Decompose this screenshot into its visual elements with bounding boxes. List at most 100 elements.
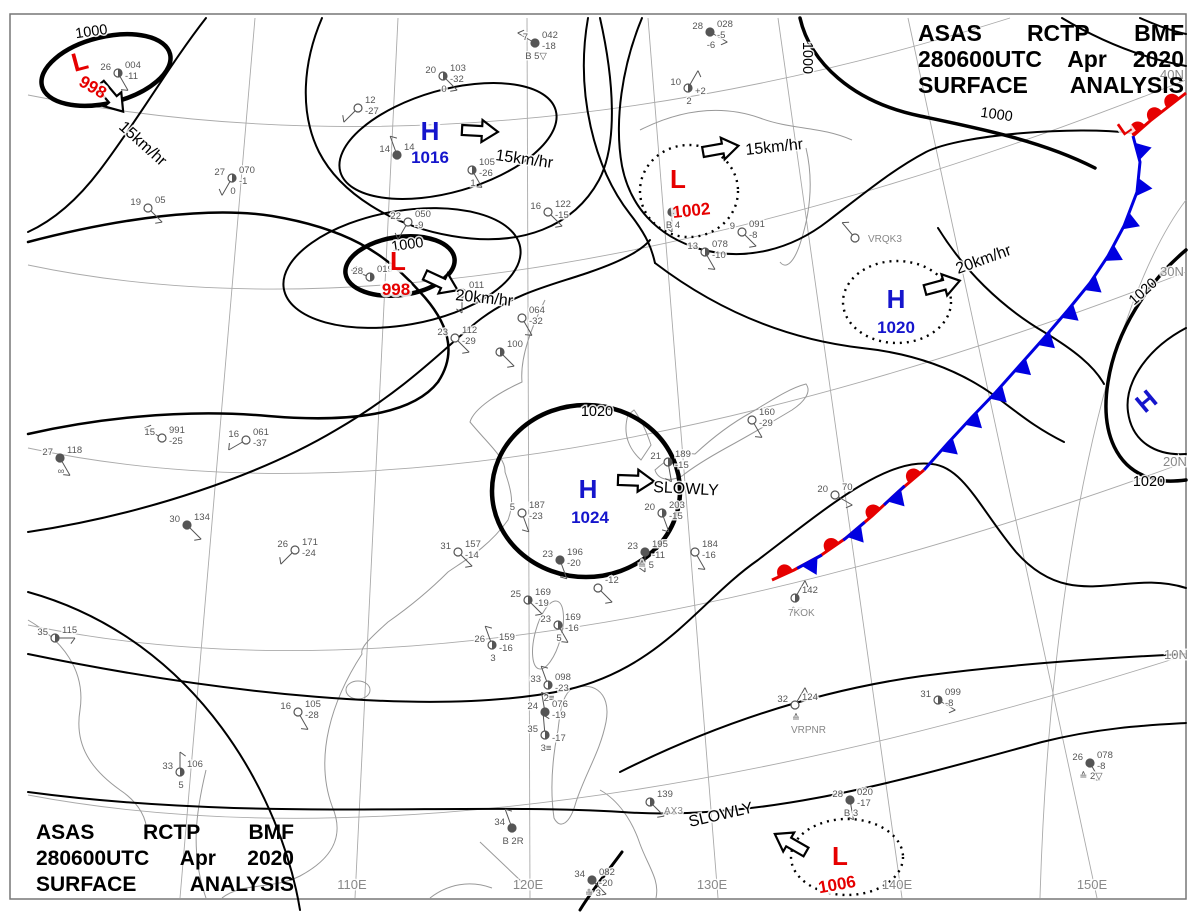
map-text: -20 (567, 558, 581, 569)
map-text: 050 (415, 209, 431, 220)
map-text: -9 (415, 220, 423, 231)
station-plot: 16 105-28 (279, 698, 322, 730)
map-text: 011 (469, 280, 484, 291)
cold-front-triangle (1122, 212, 1140, 230)
map-text: 105 (479, 157, 495, 168)
map-text: 5 (178, 780, 183, 791)
station-plot: 20 203-15 (643, 499, 686, 533)
station-plot: -12 (593, 574, 620, 604)
station-plot: 32 124≙ (776, 687, 819, 726)
station-plot: 12-27 (342, 94, 380, 123)
map-text: -23 (555, 683, 569, 694)
station-plot: 23 195-11≙ 5 (626, 538, 669, 573)
map-text: ≗7 (789, 606, 802, 617)
station-plot: 160-29 (747, 406, 776, 438)
map-text: -16 (499, 643, 513, 654)
movement-arrow (94, 79, 125, 114)
map-text: -23 (529, 511, 543, 522)
map-text: 061 (253, 427, 269, 438)
station-plot: 33 098-232≡ (529, 665, 572, 706)
map-text: -19 (552, 710, 566, 721)
longitude-label: 110E (337, 877, 367, 892)
map-text: 34 (574, 869, 585, 880)
map-text: 160 (759, 407, 775, 418)
map-text: 020 (857, 787, 873, 798)
map-text: 0 (441, 84, 446, 95)
map-text: 14 (404, 142, 415, 153)
map-text: 124 (802, 692, 818, 703)
map-text: 28 (352, 266, 363, 277)
station-plot: 34 082-20≗ 3 (573, 866, 616, 901)
map-text: 078 (1097, 750, 1113, 761)
station-plot: 15 991-25 (143, 424, 186, 449)
map-text: 134 (194, 512, 210, 523)
pressure-center-letter: L (832, 841, 848, 871)
pressure-center-letter: H (1129, 384, 1163, 419)
map-text: +2 (695, 86, 706, 97)
map-text: 26 (1072, 752, 1083, 763)
pressure-center-value: 1024 (571, 508, 609, 527)
map-text: 19 (130, 197, 141, 208)
map-text: -37 (253, 438, 267, 449)
movement-speed-label: SLOWLY (653, 479, 720, 499)
map-text: 33 (530, 674, 541, 685)
isobar-value-label: 1020 (1133, 474, 1165, 490)
station-plot: 011 (456, 279, 486, 314)
map-text: 20 (644, 502, 655, 513)
geo-station-id: VRQK3 (868, 234, 902, 245)
station-plot: 31 157-14 (439, 538, 482, 568)
station-plot: 20 70 (816, 481, 854, 509)
map-text: -27 (365, 106, 379, 117)
station-plot: 7 042-18B 5▽ (517, 29, 559, 64)
map-text: 16 (530, 201, 541, 212)
movement-speed-label: 15km/hr (115, 118, 170, 170)
station-plot (841, 221, 860, 243)
map-text: 2 (686, 96, 691, 107)
station-plot: 184-16 (690, 538, 719, 570)
map-text: -26 (479, 168, 493, 179)
map-text: -8 (945, 698, 953, 709)
map-text: ≙ 5 (638, 559, 654, 571)
map-frame (9, 13, 1187, 900)
map-text: -32 (529, 316, 543, 327)
map-text: -16 (565, 623, 579, 634)
warm-front-semicircle (777, 564, 793, 578)
movement-arrow (922, 272, 962, 298)
station-plot: 20 103-32 0 (424, 62, 467, 97)
isobar-1000-closed-low2 (343, 234, 457, 298)
map-text: -12 (605, 575, 619, 586)
map-text: 184 (702, 539, 718, 550)
map-text: 157 (465, 539, 481, 550)
map-text: -19 (535, 598, 549, 609)
map-text: -1 (239, 176, 247, 187)
map-text: ≗ 3 (585, 888, 601, 899)
map-text: 14 (379, 144, 390, 155)
map-text: B 3 (844, 808, 858, 819)
map-text: 3≡ (541, 743, 552, 754)
map-text: B 5▽ (525, 51, 547, 62)
title-block-bottom-left: ASAS RCTP BMF 280600UTC Apr 2020 SURFACE… (36, 820, 294, 898)
map-text: 22 (390, 211, 401, 222)
map-text: 078 (712, 239, 728, 250)
map-text: 32 (777, 694, 788, 705)
graticule (27, 17, 1187, 899)
map-text: 042 (542, 30, 558, 41)
map-text: 10 (670, 77, 681, 88)
station-plot: 23 169-16 5 (539, 611, 582, 646)
map-text: 2≡ (544, 693, 555, 704)
movement-arrow (773, 831, 811, 858)
warm-front-semicircle (823, 538, 840, 552)
map-text: 35 (37, 627, 48, 638)
map-text: 142 (802, 585, 818, 596)
cold-front-triangle (887, 489, 905, 507)
map-text: 23 (540, 614, 551, 625)
title-block-top-right: ASAS RCTP BMF 280600UTC Apr 2020 SURFACE… (918, 20, 1184, 98)
movement-speed-label: 20km/hr (954, 242, 1015, 278)
map-text: 106 (187, 759, 203, 770)
pressure-center-letter: H (421, 116, 440, 146)
map-text: -29 (462, 336, 476, 347)
map-text: 23 (542, 549, 553, 560)
map-text: 23 (627, 541, 638, 552)
station-plot: 23 112-29 (436, 324, 479, 354)
cold-front-triangle (940, 437, 958, 455)
